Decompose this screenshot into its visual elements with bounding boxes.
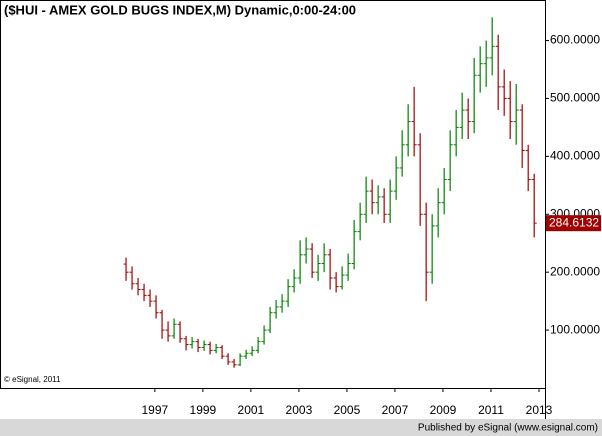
x-tick-label: 2003	[286, 403, 313, 417]
footer: Published by eSignal (www.esignal.com)	[418, 423, 598, 434]
y-tick-label: 400.0000	[550, 149, 600, 163]
y-tick-label: 600.0000	[550, 33, 600, 47]
chart-title: ($HUI - AMEX GOLD BUGS INDEX,M) Dynamic,…	[4, 2, 356, 17]
y-tick-label: 500.0000	[550, 91, 600, 105]
x-tick-label: 2001	[238, 403, 265, 417]
x-tick-label: 2005	[334, 403, 361, 417]
x-tick-label: 1997	[142, 403, 169, 417]
x-tick-label: 2009	[430, 403, 457, 417]
footer-bar	[0, 419, 602, 436]
last-price-label: 284.6132	[549, 215, 599, 229]
x-tick-label: 2011	[478, 403, 504, 417]
y-tick-label: 100.0000	[550, 322, 600, 336]
x-tick-label: 1999	[190, 403, 217, 417]
x-tick-label: 2013	[526, 403, 553, 417]
last-price-box	[546, 215, 601, 232]
y-tick-label: 200.0000	[550, 264, 600, 278]
x-tick-label: 2007	[382, 403, 409, 417]
copyright: © eSignal, 2011	[4, 375, 61, 384]
